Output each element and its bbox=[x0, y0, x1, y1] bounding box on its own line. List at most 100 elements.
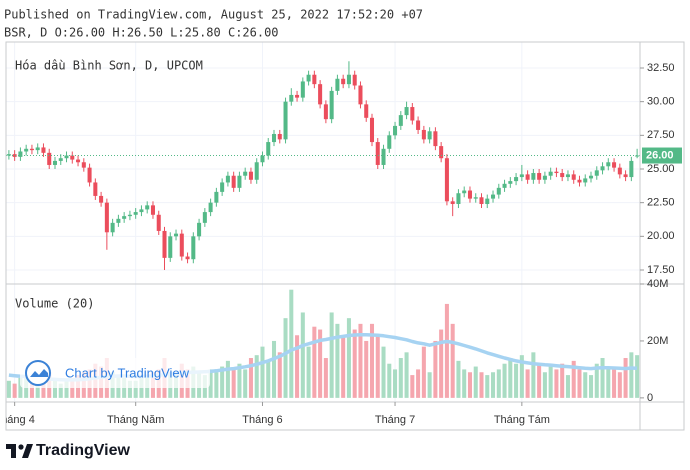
volume-bar bbox=[393, 369, 398, 398]
volume-bar bbox=[427, 372, 432, 398]
candle-body bbox=[122, 216, 127, 219]
volume-bar bbox=[537, 363, 542, 398]
candle-body bbox=[606, 162, 611, 167]
candle-body bbox=[560, 173, 565, 178]
volume-bar bbox=[600, 358, 605, 398]
candle-body bbox=[479, 197, 484, 205]
candle-body bbox=[283, 101, 288, 140]
volume-bar bbox=[352, 329, 357, 398]
volume-bar bbox=[277, 352, 282, 398]
candle-body bbox=[254, 162, 259, 180]
candle-body bbox=[635, 155, 640, 157]
volume-bar bbox=[208, 369, 213, 398]
candle-body bbox=[404, 107, 409, 116]
watermark-text[interactable]: Chart by TradingView bbox=[65, 365, 190, 380]
candle-body bbox=[369, 117, 375, 143]
volume-bar bbox=[12, 383, 17, 398]
volume-bar bbox=[473, 366, 478, 398]
candle-body bbox=[427, 131, 432, 140]
candle-body bbox=[289, 94, 294, 102]
x-tick-label: Tháng Năm bbox=[107, 414, 164, 426]
frame bbox=[5, 41, 685, 431]
candle-body bbox=[271, 133, 277, 143]
price-pane bbox=[6, 61, 640, 270]
candle-body bbox=[116, 218, 121, 223]
volume-bar bbox=[289, 289, 294, 398]
candle-body bbox=[525, 174, 530, 180]
volume-bar bbox=[283, 318, 288, 398]
volume-bar bbox=[467, 372, 472, 398]
candle-body bbox=[277, 133, 282, 140]
candle-body bbox=[202, 212, 207, 223]
candle-body bbox=[58, 158, 63, 161]
candle-body bbox=[600, 166, 605, 171]
candle-body bbox=[542, 175, 547, 180]
candle-body bbox=[260, 155, 265, 163]
y-tick-label: 20M bbox=[647, 335, 668, 347]
candle-body bbox=[381, 148, 386, 165]
candle-body bbox=[346, 74, 351, 85]
y-tick-label: 30.00 bbox=[647, 96, 675, 108]
volume-bar bbox=[133, 380, 138, 398]
volume-bar bbox=[18, 377, 23, 398]
candle-body bbox=[70, 155, 75, 160]
candle-body bbox=[629, 160, 634, 178]
volume-bar bbox=[571, 360, 576, 398]
volume-bar bbox=[127, 380, 132, 398]
candle-body bbox=[594, 170, 599, 176]
volume-bar bbox=[519, 355, 524, 398]
volume-bar bbox=[6, 380, 11, 398]
candle-body bbox=[300, 81, 305, 98]
candle-body bbox=[612, 162, 617, 168]
candle-body bbox=[225, 175, 230, 183]
candle-body bbox=[133, 212, 138, 215]
candle-body bbox=[329, 90, 334, 120]
volume-bar bbox=[254, 355, 259, 398]
candle-body bbox=[375, 142, 380, 165]
volume-bar bbox=[577, 369, 582, 398]
candle-body bbox=[312, 74, 317, 85]
volume-bar bbox=[64, 380, 69, 398]
y-tick-label: 20.00 bbox=[647, 230, 675, 242]
candle-body bbox=[12, 154, 17, 157]
volume-bar bbox=[623, 358, 628, 398]
candle-body bbox=[467, 190, 472, 199]
volume-bar bbox=[398, 358, 403, 398]
volume-bar bbox=[525, 369, 530, 398]
candle-body bbox=[18, 151, 23, 157]
candle-body bbox=[93, 182, 98, 196]
volume-bar bbox=[260, 346, 265, 398]
volume-bar bbox=[421, 346, 426, 398]
volume-bar bbox=[491, 372, 496, 398]
logo-mark bbox=[6, 444, 16, 458]
candle-body bbox=[220, 182, 225, 192]
candle-body bbox=[52, 160, 58, 165]
y-tick-label: 0 bbox=[647, 392, 653, 404]
candle-body bbox=[433, 131, 438, 147]
volume-bar bbox=[404, 352, 409, 398]
volume-bar bbox=[341, 335, 346, 398]
candle-body bbox=[266, 142, 271, 156]
candle-body bbox=[323, 104, 328, 120]
published-line: Published on TradingView.com, August 25,… bbox=[4, 8, 423, 22]
candle-body bbox=[150, 205, 155, 215]
candle-body bbox=[485, 198, 490, 205]
watermark-icon bbox=[25, 360, 51, 386]
volume-bar bbox=[439, 329, 444, 398]
candle-body bbox=[450, 201, 455, 205]
candle-body bbox=[197, 222, 202, 237]
volume-bar bbox=[358, 323, 363, 398]
footer-logo: TradingView bbox=[6, 442, 131, 459]
candle-body bbox=[24, 148, 29, 152]
candle-body bbox=[145, 205, 150, 210]
volume-bar bbox=[565, 375, 570, 398]
volume-bar bbox=[502, 363, 507, 398]
volume-bar bbox=[479, 372, 484, 398]
candle-body bbox=[168, 236, 173, 258]
logo-text[interactable]: TradingView bbox=[36, 442, 131, 459]
volume-bar bbox=[58, 383, 63, 398]
y-tick-label: 22.50 bbox=[647, 197, 675, 209]
candle-body bbox=[508, 181, 513, 184]
candle-body bbox=[456, 193, 461, 205]
